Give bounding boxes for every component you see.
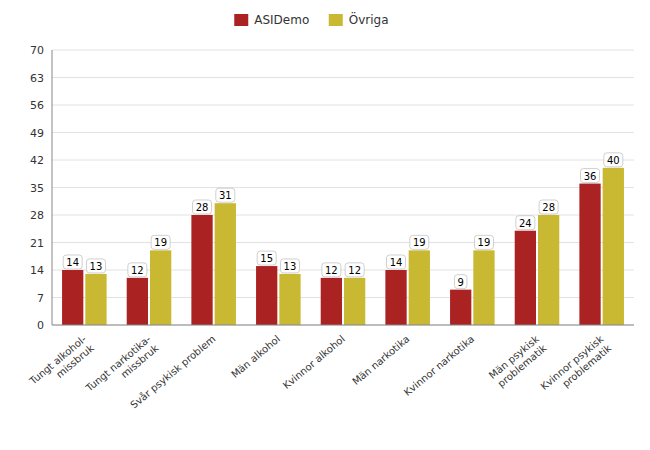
x-tick-label: Män narkotika — [350, 333, 411, 387]
bar — [321, 278, 342, 325]
y-tick-label: 28 — [30, 209, 44, 222]
grid-line — [52, 77, 634, 78]
data-label: 31 — [219, 190, 232, 201]
data-label: 19 — [478, 237, 491, 248]
grid-line — [52, 160, 634, 161]
data-label-box — [387, 255, 406, 269]
data-label: 28 — [196, 202, 209, 213]
data-label: 36 — [584, 171, 597, 182]
bar — [344, 278, 365, 325]
bar — [127, 278, 148, 325]
data-label: 14 — [390, 257, 403, 268]
data-label: 12 — [348, 265, 361, 276]
bar — [62, 270, 83, 325]
bar — [215, 203, 236, 325]
bar — [150, 250, 171, 325]
data-label-box — [151, 235, 170, 249]
data-label: 19 — [413, 237, 426, 248]
data-label-box — [128, 263, 147, 277]
y-tick-label: 49 — [30, 127, 44, 140]
x-axis-line — [52, 325, 634, 326]
data-label: 28 — [542, 202, 555, 213]
data-label: 13 — [284, 261, 297, 272]
data-label-box — [322, 263, 341, 277]
grid — [52, 50, 634, 325]
bar — [603, 168, 624, 325]
data-label-box — [63, 255, 82, 269]
grid-line — [52, 187, 634, 188]
bar — [256, 266, 277, 325]
x-tick-label: Kvinnor narkotika — [402, 333, 476, 398]
bar — [385, 270, 406, 325]
bar — [191, 215, 212, 325]
data-label: 12 — [325, 265, 338, 276]
data-label: 12 — [131, 265, 144, 276]
data-label: 13 — [90, 261, 103, 272]
data-label: 9 — [458, 277, 464, 288]
grid-line — [52, 132, 634, 133]
y-tick-label: 56 — [30, 99, 44, 112]
data-label-box — [474, 235, 493, 249]
data-label-box — [454, 275, 467, 289]
bar — [579, 184, 600, 325]
legend-label: ASIDemo — [254, 13, 309, 27]
legend: ASIDemo Övriga — [234, 11, 388, 27]
data-label-box — [581, 169, 600, 183]
bars — [62, 168, 624, 325]
data-label-box — [345, 263, 364, 277]
data-label-box — [539, 200, 558, 214]
bar — [279, 274, 300, 325]
legend-label: Övriga — [349, 11, 389, 27]
grid-line — [52, 50, 634, 51]
y-tick-label: 14 — [30, 264, 44, 277]
data-label: 19 — [154, 237, 167, 248]
x-tick-label: Kvinnor psykiskproblematik — [538, 333, 613, 401]
data-label: 24 — [519, 218, 532, 229]
data-label-box — [604, 153, 623, 167]
bar — [450, 290, 471, 325]
y-tick-label: 35 — [30, 182, 44, 195]
y-tick-label: 21 — [30, 237, 44, 250]
data-labels: 14 12 28 15 12 14 9 24 36 13 19 31 13 12 19 19 28 40 — [63, 153, 623, 289]
data-label-box — [257, 251, 276, 265]
grid-line — [52, 105, 634, 106]
grid-line — [52, 325, 634, 326]
data-label-box — [516, 216, 535, 230]
chart: 0714212835424956637014122815121492436131… — [0, 0, 650, 450]
data-label-box — [193, 200, 212, 214]
legend-swatch — [329, 14, 343, 26]
data-label: 15 — [260, 253, 273, 264]
y-tick-label: 42 — [30, 154, 44, 167]
bar — [538, 215, 559, 325]
data-label-box — [410, 235, 429, 249]
data-label-box — [280, 259, 299, 273]
y-axis-line — [52, 50, 53, 325]
bar — [85, 274, 106, 325]
legend-swatch — [234, 14, 248, 26]
bar — [409, 250, 430, 325]
data-label-box — [216, 188, 235, 202]
bar — [473, 250, 494, 325]
y-tick-label: 70 — [30, 44, 44, 57]
y-tick-label: 63 — [30, 72, 44, 85]
data-label: 40 — [607, 155, 620, 166]
y-tick-label: 7 — [37, 292, 44, 305]
data-label-box — [86, 259, 105, 273]
bar — [515, 231, 536, 325]
x-tick-label: Kvinnor alkohol — [281, 333, 347, 391]
x-tick-label: Svår psykisk problem — [128, 332, 218, 410]
x-tick-label: Män alkohol — [229, 333, 282, 380]
y-tick-label: 0 — [37, 319, 44, 332]
data-label: 14 — [66, 257, 79, 268]
